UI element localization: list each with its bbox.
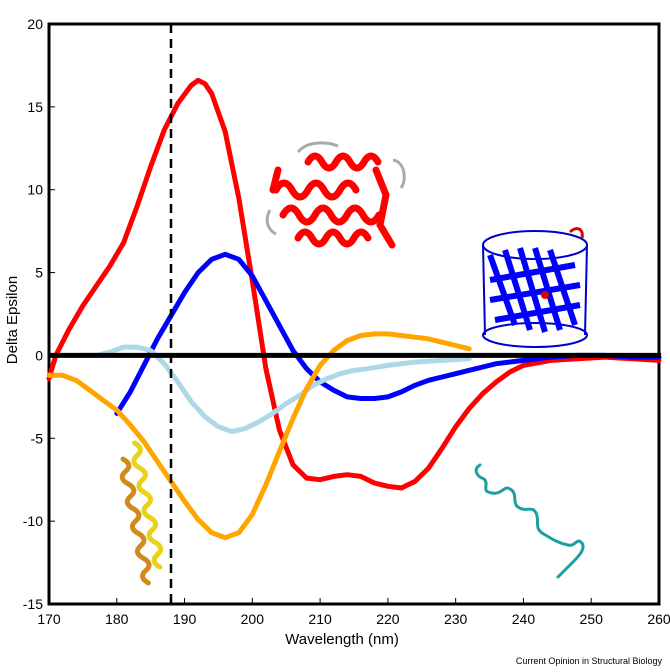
x-tick-label: 260 xyxy=(647,611,670,627)
x-tick-label: 240 xyxy=(512,611,536,627)
alpha-helical-protein-icon xyxy=(265,141,406,249)
coiled-coil-icon xyxy=(119,440,164,586)
series-layer xyxy=(46,77,662,541)
y-tick-label: 15 xyxy=(27,99,43,115)
series-line-3 xyxy=(46,331,472,541)
y-axis-ticks: -15 -10 -5 0 5 10 15 20 xyxy=(23,16,55,612)
random-coil-icon xyxy=(474,463,585,579)
x-axis-title: Wavelength (nm) xyxy=(285,631,399,648)
x-tick-label: 210 xyxy=(308,611,332,627)
series-line-0 xyxy=(46,77,662,491)
x-tick-label: 200 xyxy=(241,611,265,627)
x-tick-label: 190 xyxy=(173,611,197,627)
y-tick-label: -15 xyxy=(23,596,43,612)
y-tick-label: 10 xyxy=(27,182,43,198)
x-tick-label: 230 xyxy=(444,611,468,627)
series-line-1 xyxy=(114,251,662,416)
x-tick-label: 250 xyxy=(580,611,604,627)
y-tick-label: 20 xyxy=(27,16,43,32)
plot-frame xyxy=(47,22,661,606)
y-tick-label: -10 xyxy=(23,513,43,529)
beta-barrel-protein-icon xyxy=(482,227,588,348)
y-axis-title: Delta Epsilon xyxy=(4,276,21,364)
y-tick-label: 5 xyxy=(35,265,43,281)
y-tick-label: 0 xyxy=(35,347,43,363)
credit-line: Current Opinion in Structural Biology xyxy=(516,656,663,666)
series-line-2 xyxy=(80,344,472,435)
y-tick-label: -5 xyxy=(31,430,44,446)
x-tick-label: 170 xyxy=(37,611,61,627)
x-tick-label: 180 xyxy=(105,611,129,627)
x-axis-ticks: 170 180 190 200 210 220 230 240 250 260 xyxy=(37,598,670,627)
x-tick-label: 220 xyxy=(376,611,400,627)
